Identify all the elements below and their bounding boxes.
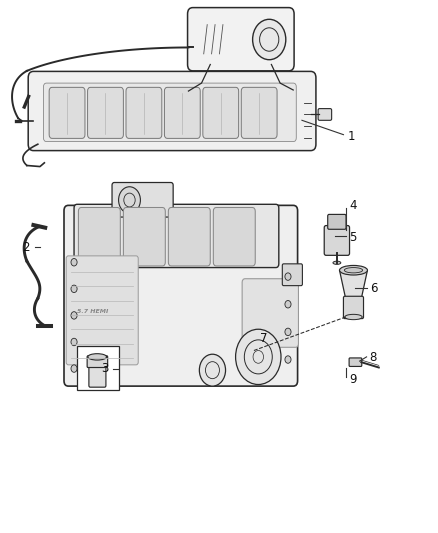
Ellipse shape — [344, 268, 363, 273]
Circle shape — [285, 356, 291, 364]
FancyBboxPatch shape — [126, 87, 162, 139]
FancyBboxPatch shape — [187, 7, 294, 71]
FancyBboxPatch shape — [242, 279, 298, 348]
Circle shape — [71, 365, 77, 372]
Circle shape — [285, 273, 291, 280]
FancyBboxPatch shape — [49, 87, 85, 139]
Text: 8: 8 — [370, 351, 377, 365]
FancyBboxPatch shape — [28, 71, 316, 151]
FancyBboxPatch shape — [64, 205, 297, 386]
Text: 4: 4 — [349, 199, 357, 212]
Circle shape — [71, 285, 77, 293]
Circle shape — [285, 328, 291, 336]
FancyBboxPatch shape — [324, 225, 350, 255]
Circle shape — [71, 259, 77, 266]
Ellipse shape — [345, 314, 362, 320]
FancyBboxPatch shape — [78, 207, 120, 266]
Text: 5: 5 — [349, 231, 357, 244]
FancyBboxPatch shape — [283, 264, 302, 286]
Circle shape — [285, 301, 291, 308]
FancyBboxPatch shape — [124, 207, 165, 266]
FancyBboxPatch shape — [318, 109, 332, 120]
Text: 1: 1 — [348, 130, 355, 143]
FancyBboxPatch shape — [241, 87, 277, 139]
Text: 6: 6 — [370, 282, 377, 295]
FancyBboxPatch shape — [74, 204, 279, 268]
Ellipse shape — [339, 265, 367, 275]
Circle shape — [253, 19, 286, 60]
FancyBboxPatch shape — [213, 207, 255, 266]
Text: 3: 3 — [102, 362, 109, 375]
Text: 2: 2 — [21, 241, 29, 254]
FancyBboxPatch shape — [343, 296, 364, 319]
Text: 9: 9 — [349, 373, 357, 386]
FancyBboxPatch shape — [88, 87, 124, 139]
Circle shape — [71, 338, 77, 346]
FancyBboxPatch shape — [203, 87, 239, 139]
FancyBboxPatch shape — [87, 356, 108, 368]
Circle shape — [119, 187, 141, 213]
FancyBboxPatch shape — [164, 87, 200, 139]
FancyBboxPatch shape — [43, 83, 296, 142]
Polygon shape — [339, 270, 367, 298]
FancyBboxPatch shape — [89, 364, 106, 387]
FancyBboxPatch shape — [328, 214, 346, 229]
Circle shape — [71, 312, 77, 319]
FancyBboxPatch shape — [66, 256, 138, 365]
Text: 7: 7 — [260, 332, 267, 345]
FancyBboxPatch shape — [349, 358, 362, 367]
Ellipse shape — [88, 354, 106, 360]
Text: 5.7 HEMI: 5.7 HEMI — [77, 309, 109, 314]
Bar — [77, 346, 119, 390]
FancyBboxPatch shape — [168, 207, 210, 266]
Circle shape — [236, 329, 281, 384]
Circle shape — [199, 354, 226, 386]
FancyBboxPatch shape — [112, 182, 173, 217]
Ellipse shape — [333, 261, 341, 264]
